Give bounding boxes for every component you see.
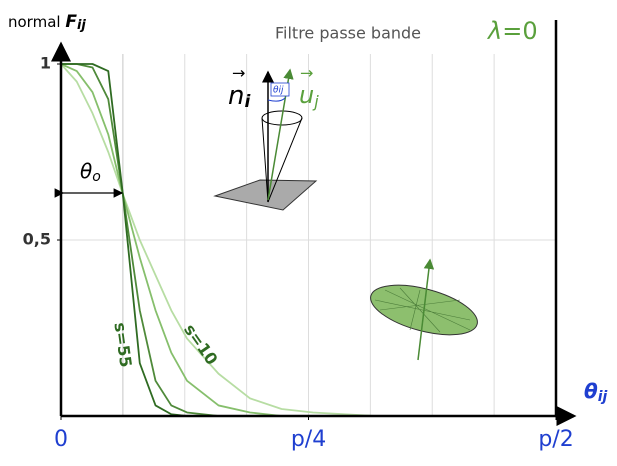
labels: 0 p/4 p/2 1 0,5 s=55 s=10	[23, 54, 574, 453]
chart: normal Fij Filtre passe bande λ=0 θij θo…	[0, 0, 617, 466]
n-label: n	[228, 81, 244, 111]
x-label: θij	[584, 379, 608, 406]
theta-o-label: θo	[80, 159, 101, 186]
y-tick-label: 1	[40, 54, 51, 73]
x-tick-label: 0	[54, 427, 68, 452]
angle-label: θij	[273, 86, 284, 96]
svg-text:uj: uj	[299, 81, 319, 111]
series-label: s=55	[110, 321, 135, 368]
svg-text:→: →	[300, 64, 313, 83]
u-sub: j	[312, 92, 319, 111]
x-tick-label: p/2	[538, 427, 573, 452]
y-tick-label: 0,5	[23, 230, 51, 249]
n-sub: i	[244, 92, 251, 112]
svg-text:→: →	[232, 64, 245, 83]
svg-text:ni: ni	[228, 81, 251, 113]
parameter: λ=0	[486, 17, 538, 45]
u-label: u	[299, 81, 314, 109]
y-label: normal Fij	[8, 12, 86, 33]
x-tick-label: p/4	[291, 427, 326, 452]
inset: ni → uj → θij	[215, 64, 483, 361]
chart-title: Filtre passe bande	[275, 24, 421, 43]
series-label: s=10	[180, 320, 221, 368]
